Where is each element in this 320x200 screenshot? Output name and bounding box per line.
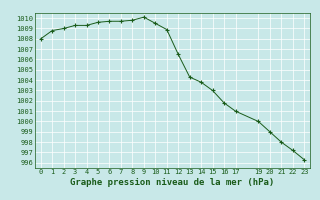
X-axis label: Graphe pression niveau de la mer (hPa): Graphe pression niveau de la mer (hPa)	[70, 178, 275, 187]
